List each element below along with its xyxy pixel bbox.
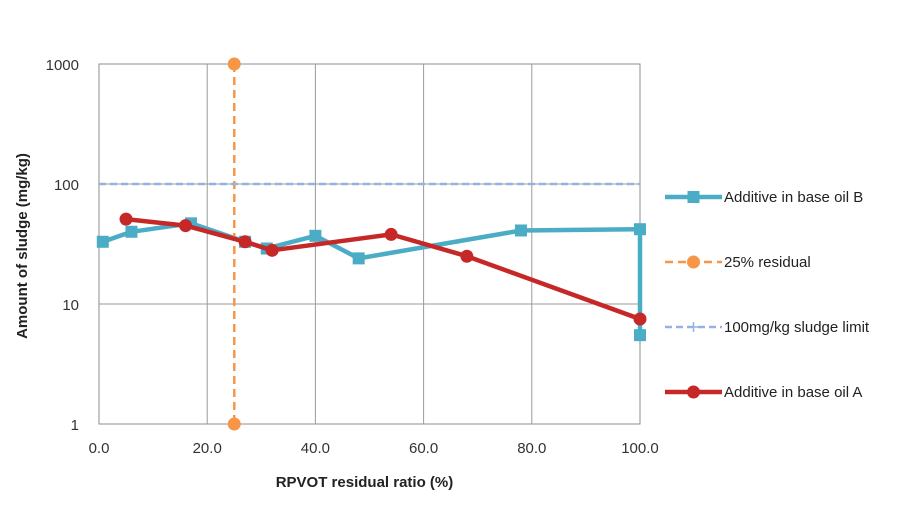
x-tick-label: 100.0 bbox=[621, 440, 659, 457]
legend-item: 100mg/kg sludge limit bbox=[665, 319, 870, 336]
y-tick-label: 100 bbox=[54, 177, 79, 194]
x-tick-label: 80.0 bbox=[517, 440, 546, 457]
series-1 bbox=[227, 57, 241, 431]
plot-area bbox=[98, 63, 641, 425]
data-point bbox=[125, 225, 138, 238]
data-point bbox=[227, 417, 241, 431]
data-point bbox=[227, 57, 241, 71]
data-point bbox=[384, 227, 398, 241]
x-axis-title: RPVOT residual ratio (%) bbox=[276, 474, 454, 491]
series-3 bbox=[119, 212, 647, 326]
data-point bbox=[634, 223, 646, 236]
x-tick-label: 20.0 bbox=[193, 440, 222, 457]
data-point bbox=[460, 249, 474, 263]
legend-item: Additive in base oil B bbox=[665, 189, 863, 206]
data-point bbox=[265, 243, 279, 257]
series-layer bbox=[96, 57, 647, 431]
x-tick-label: 40.0 bbox=[301, 440, 330, 457]
data-point bbox=[309, 229, 322, 242]
data-point bbox=[179, 219, 193, 233]
legend-label: 25% residual bbox=[724, 254, 811, 271]
legend-marker bbox=[688, 322, 699, 332]
y-tick-label: 1000 bbox=[46, 57, 79, 74]
y-tick-label: 10 bbox=[62, 297, 79, 314]
legend-label: 100mg/kg sludge limit bbox=[724, 319, 870, 336]
legend-marker bbox=[687, 191, 700, 203]
x-tick-label: 0.0 bbox=[89, 440, 110, 457]
legend-marker bbox=[687, 385, 700, 399]
y-axis-title: Amount of sludge (mg/kg) bbox=[14, 153, 31, 339]
legend-label: Additive in base oil A bbox=[724, 384, 862, 401]
data-point bbox=[514, 224, 527, 237]
legend-item: Additive in base oil A bbox=[665, 384, 862, 401]
tick-labels: 0.0 20.0 40.0 60.0 80.0 100.0 1 10 100 1000 bbox=[46, 57, 659, 457]
plot-border bbox=[98, 63, 641, 425]
legend-marker bbox=[687, 255, 700, 269]
series-line bbox=[102, 221, 643, 336]
legend-item: 25% residual bbox=[665, 254, 811, 271]
data-point bbox=[352, 252, 365, 265]
legend: Additive in base oil B 25% residual 100mg/… bbox=[665, 189, 870, 401]
data-point bbox=[634, 329, 646, 342]
data-point bbox=[96, 235, 109, 248]
data-point bbox=[633, 312, 647, 326]
x-tick-label: 60.0 bbox=[409, 440, 438, 457]
legend-label: Additive in base oil B bbox=[724, 189, 863, 206]
y-tick-label: 1 bbox=[71, 417, 79, 434]
data-point bbox=[238, 235, 252, 249]
data-point bbox=[119, 212, 133, 226]
